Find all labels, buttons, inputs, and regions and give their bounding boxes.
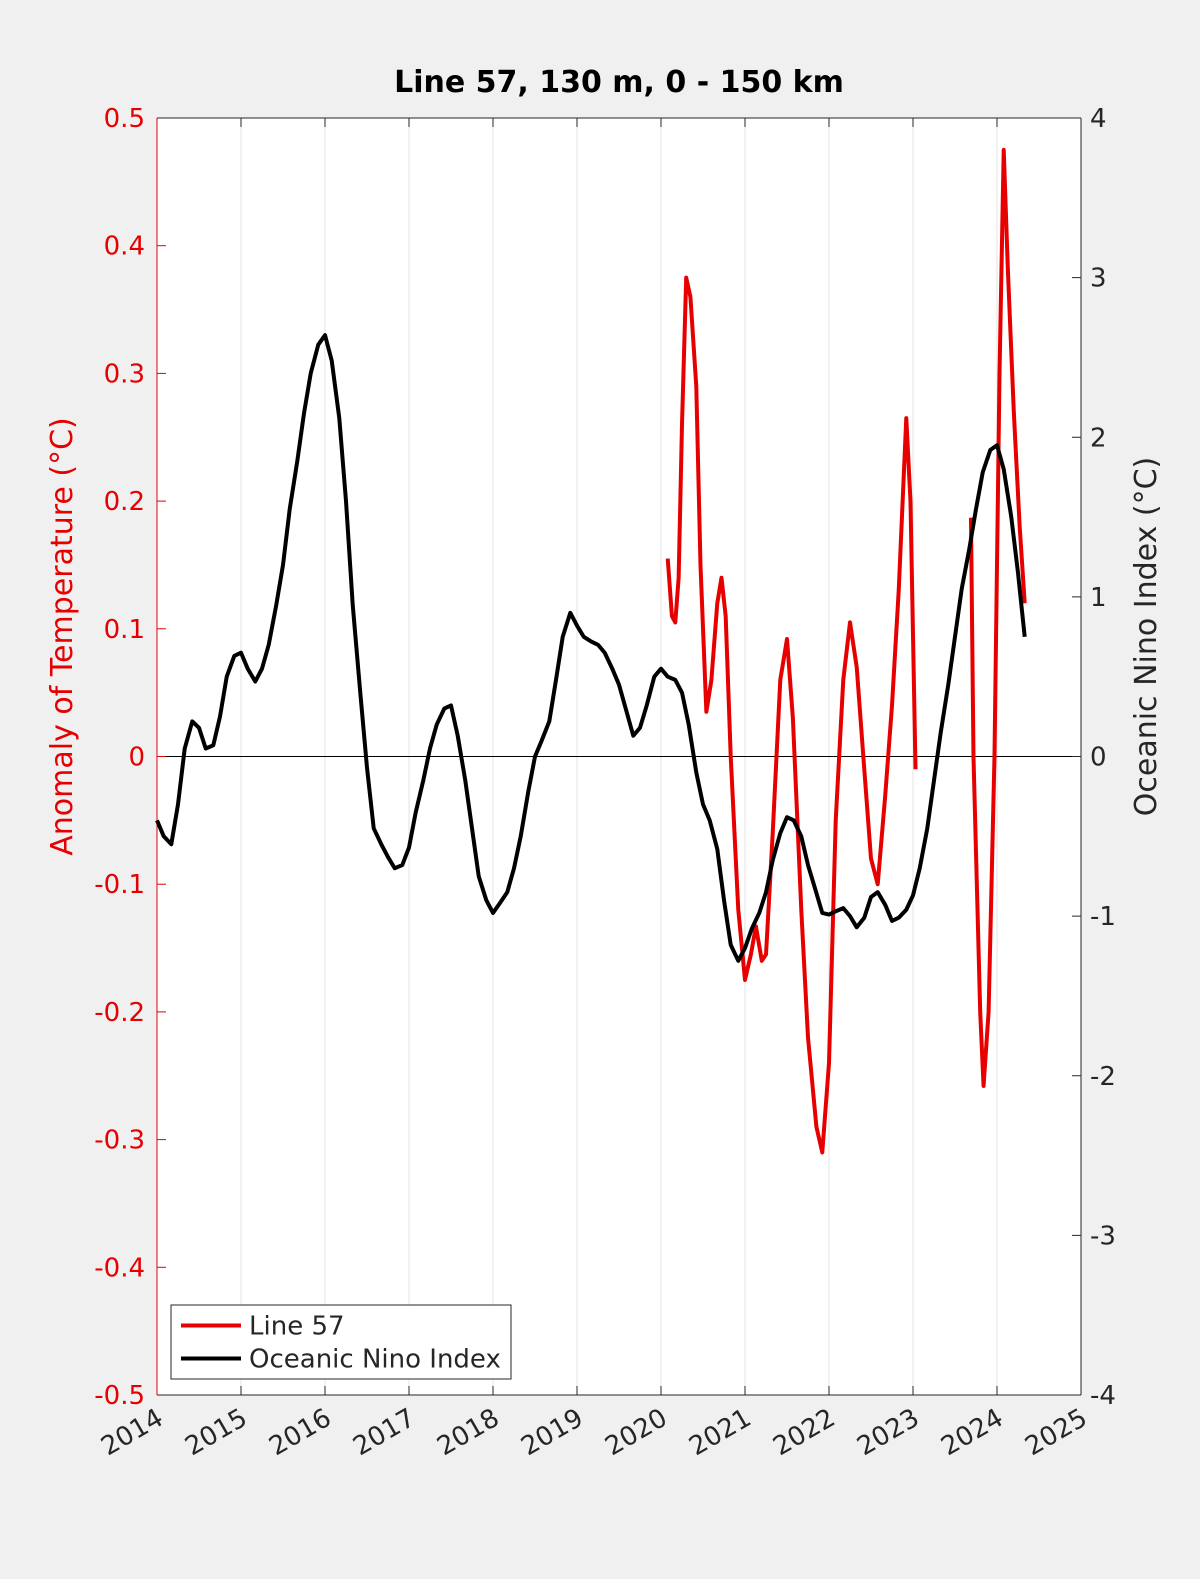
y2-tick-label: 2 bbox=[1090, 423, 1107, 453]
y-tick-label: -0.2 bbox=[94, 998, 145, 1028]
legend-label: Line 57 bbox=[249, 1312, 345, 1342]
y-tick-label: -0.1 bbox=[94, 870, 145, 900]
y2-tick-label: 0 bbox=[1090, 743, 1107, 773]
y2-tick-label: -3 bbox=[1090, 1221, 1116, 1251]
chart-title: Line 57, 130 m, 0 - 150 km bbox=[394, 65, 844, 100]
y-tick-label: -0.3 bbox=[94, 1126, 145, 1156]
y-tick-label: -0.4 bbox=[94, 1253, 145, 1283]
y2-tick-label: 1 bbox=[1090, 583, 1107, 613]
y-tick-label: -0.5 bbox=[94, 1381, 145, 1411]
y2-tick-label: -1 bbox=[1090, 902, 1116, 932]
y-tick-label: 0.1 bbox=[104, 615, 145, 645]
data-line bbox=[155, 333, 1027, 963]
y-axis-label: Anomaly of Temperature (°C) bbox=[45, 417, 80, 856]
y-tick-label: 0.4 bbox=[104, 232, 145, 262]
y-tick-label: 0 bbox=[128, 743, 145, 773]
data-line bbox=[665, 147, 1027, 1155]
y2-tick-label: -2 bbox=[1090, 1062, 1116, 1092]
y-tick-label: 0.3 bbox=[104, 359, 145, 389]
legend-label: Oceanic Nino Index bbox=[249, 1345, 501, 1375]
y-tick-label: 0.2 bbox=[104, 487, 145, 517]
y2-tick-label: -4 bbox=[1090, 1381, 1116, 1411]
y-tick-label: 0.5 bbox=[104, 104, 145, 134]
y2-tick-label: 4 bbox=[1090, 104, 1107, 134]
y2-axis-label: Oceanic Nino Index (°C) bbox=[1129, 457, 1164, 817]
y2-tick-label: 3 bbox=[1090, 264, 1107, 294]
legend-box bbox=[170, 1304, 512, 1380]
